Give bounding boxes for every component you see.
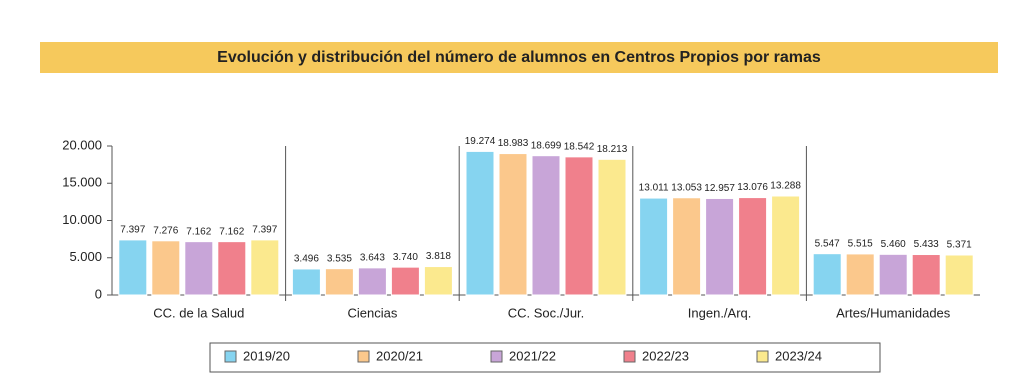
bar bbox=[324, 268, 354, 296]
value-label: 18.983 bbox=[498, 138, 529, 149]
value-label: 7.162 bbox=[186, 226, 211, 237]
value-label: 18.699 bbox=[531, 140, 562, 151]
value-label: 18.542 bbox=[564, 142, 595, 153]
y-tick-label: 0 bbox=[95, 286, 102, 301]
bar bbox=[151, 240, 181, 296]
value-label: 19.274 bbox=[465, 136, 496, 147]
value-label: 5.460 bbox=[881, 239, 906, 250]
value-label: 3.496 bbox=[294, 254, 319, 265]
bar bbox=[597, 158, 627, 296]
bar bbox=[423, 266, 453, 296]
bar bbox=[250, 239, 280, 296]
value-label: 5.515 bbox=[848, 239, 873, 250]
bar bbox=[771, 195, 801, 296]
value-label: 3.535 bbox=[327, 253, 352, 264]
x-tick-label: CC. Soc./Jur. bbox=[508, 305, 585, 320]
bar bbox=[465, 150, 495, 296]
bar bbox=[357, 267, 387, 296]
bar bbox=[845, 253, 875, 296]
x-tick-label: Ingen./Arq. bbox=[688, 305, 752, 320]
legend-swatch bbox=[756, 350, 769, 363]
value-label: 7.397 bbox=[252, 225, 277, 236]
legend-label: 2019/20 bbox=[243, 348, 290, 363]
value-label: 13.076 bbox=[737, 182, 768, 193]
value-label: 13.011 bbox=[639, 183, 669, 194]
bar bbox=[705, 197, 735, 296]
bar bbox=[812, 253, 842, 296]
value-label: 5.371 bbox=[947, 240, 972, 251]
x-tick-label: CC. de la Salud bbox=[153, 305, 244, 320]
bar bbox=[118, 239, 148, 296]
bar bbox=[738, 197, 768, 296]
bar bbox=[498, 153, 528, 296]
bar bbox=[672, 197, 702, 296]
value-label: 5.547 bbox=[815, 238, 840, 249]
value-label: 7.162 bbox=[219, 226, 244, 237]
y-tick-label: 15.000 bbox=[62, 175, 102, 190]
value-label: 12.957 bbox=[704, 183, 735, 194]
value-label: 18.213 bbox=[597, 144, 628, 155]
value-label: 7.276 bbox=[153, 225, 178, 236]
bar bbox=[878, 253, 908, 296]
x-tick-label: Artes/Humanidades bbox=[836, 305, 951, 320]
bar bbox=[564, 156, 594, 296]
y-tick-label: 5.000 bbox=[69, 249, 102, 264]
bar bbox=[217, 241, 247, 296]
legend-label: 2021/22 bbox=[509, 348, 556, 363]
bar bbox=[531, 155, 561, 296]
bar bbox=[291, 268, 321, 296]
legend-label: 2022/23 bbox=[642, 348, 689, 363]
chart-title: Evolución y distribución del número de a… bbox=[217, 49, 821, 66]
legend-swatch bbox=[490, 350, 503, 363]
bar bbox=[944, 254, 974, 296]
bar bbox=[911, 254, 941, 296]
bar bbox=[390, 266, 420, 296]
value-label: 13.053 bbox=[671, 182, 702, 193]
title-banner bbox=[40, 42, 998, 73]
bar bbox=[639, 197, 669, 296]
bar bbox=[184, 241, 214, 296]
y-tick-label: 20.000 bbox=[62, 137, 102, 152]
value-label: 3.643 bbox=[360, 253, 385, 264]
legend-swatch bbox=[224, 350, 237, 363]
value-label: 7.397 bbox=[120, 225, 145, 236]
value-label: 3.740 bbox=[393, 252, 418, 263]
value-label: 13.288 bbox=[770, 181, 801, 192]
legend-swatch bbox=[623, 350, 636, 363]
value-label: 3.818 bbox=[426, 251, 451, 262]
legend-label: 2020/21 bbox=[376, 348, 423, 363]
legend-label: 2023/24 bbox=[775, 348, 822, 363]
x-tick-label: Ciencias bbox=[347, 305, 397, 320]
value-label: 5.433 bbox=[914, 239, 939, 250]
y-tick-label: 10.000 bbox=[62, 212, 102, 227]
legend-swatch bbox=[357, 350, 370, 363]
